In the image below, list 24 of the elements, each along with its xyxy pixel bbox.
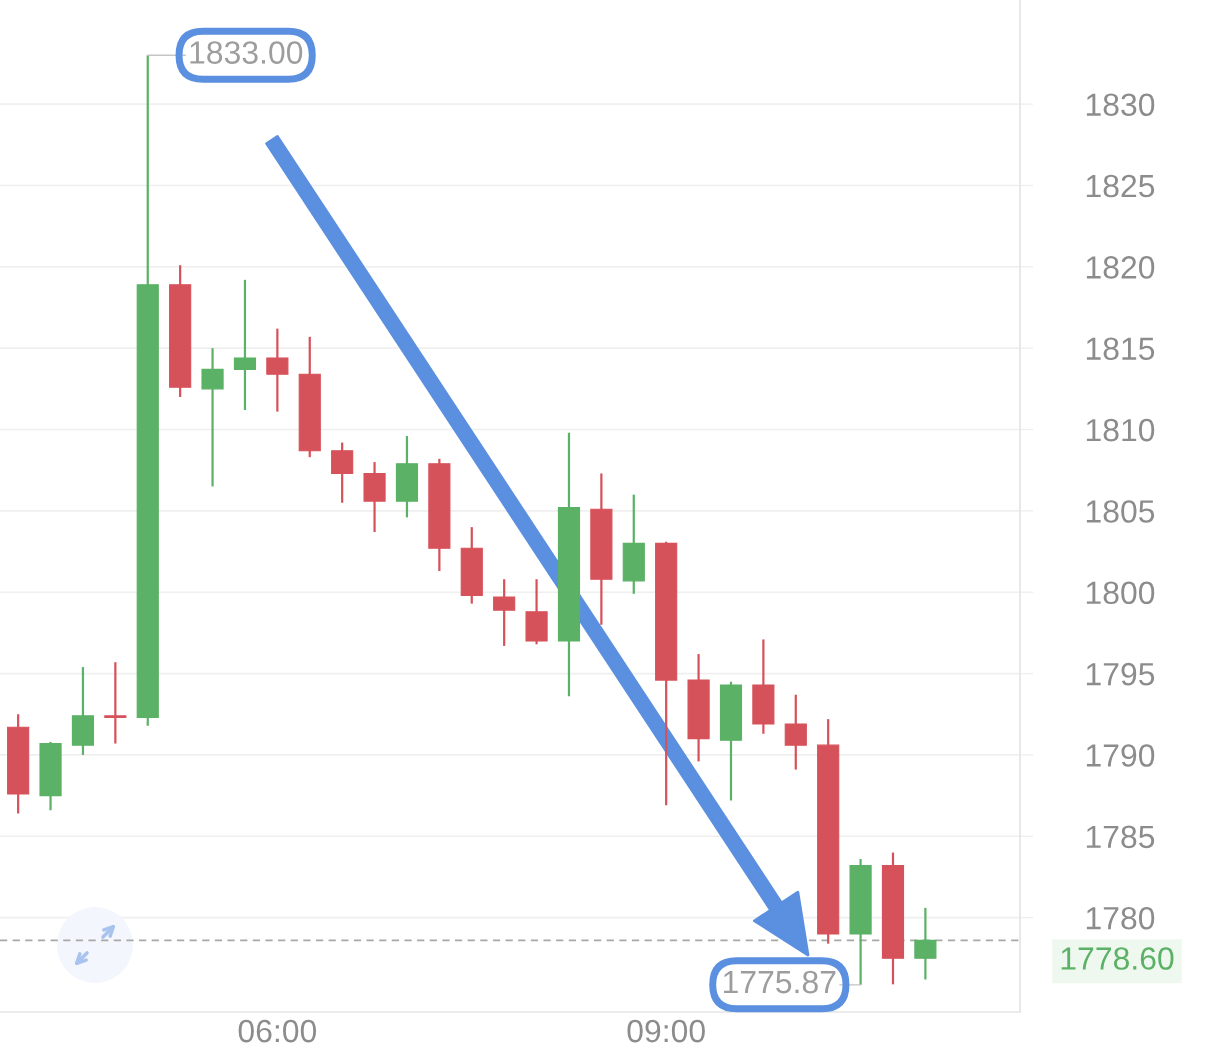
annotation: 1775.87 bbox=[723, 970, 836, 994]
candlestick bbox=[493, 578, 516, 648]
candlestick bbox=[914, 906, 937, 981]
candlestick bbox=[233, 278, 257, 412]
y-tick-label: 1795 bbox=[1086, 662, 1155, 686]
ref-line-label: 1778.60 bbox=[1061, 947, 1174, 970]
candlestick bbox=[266, 327, 289, 413]
x-tick-label: 09:00 bbox=[627, 1019, 705, 1043]
x-tick-label: 06:00 bbox=[238, 1019, 317, 1043]
y-tick-label: 1790 bbox=[1086, 744, 1155, 767]
y-tick-label: 1780 bbox=[1086, 906, 1155, 930]
y-tick-label: 1815 bbox=[1086, 337, 1155, 361]
y-tick-label: 1800 bbox=[1086, 581, 1155, 605]
y-tick-label: 1810 bbox=[1086, 418, 1155, 442]
candlestick bbox=[104, 661, 127, 745]
annotation: 1833.00 bbox=[190, 41, 303, 64]
candlestick bbox=[201, 347, 224, 488]
candlestick bbox=[784, 693, 807, 771]
y-tick-label: 1785 bbox=[1086, 825, 1155, 849]
y-tick-label: 1805 bbox=[1086, 500, 1155, 523]
y-tick-label: 1825 bbox=[1086, 174, 1155, 198]
candlestick bbox=[331, 441, 354, 504]
y-tick-label: 1830 bbox=[1086, 93, 1155, 117]
y-tick-label: 1820 bbox=[1086, 256, 1155, 279]
